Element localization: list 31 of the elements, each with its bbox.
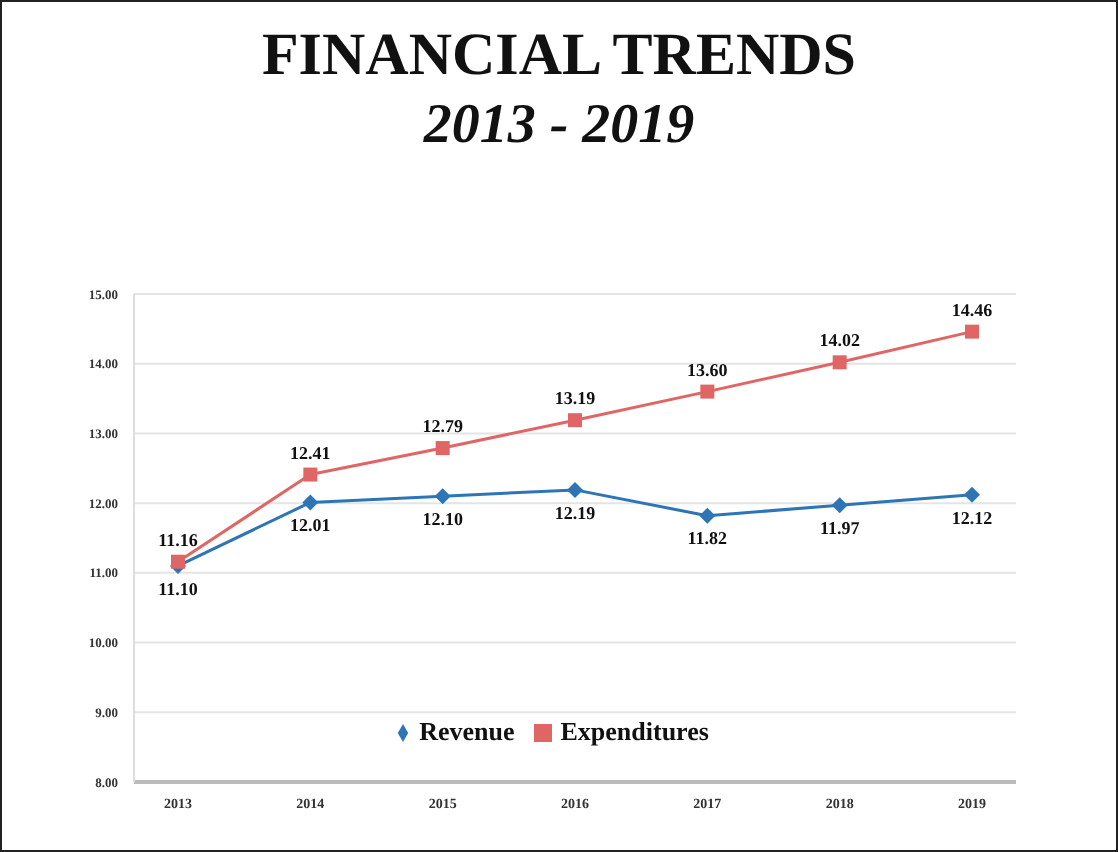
data-label: 11.97 bbox=[819, 518, 861, 539]
data-label: 13.60 bbox=[687, 359, 729, 380]
data-label: 12.19 bbox=[554, 502, 597, 523]
chart-title: FINANCIAL TRENDS bbox=[259, 22, 858, 90]
point bbox=[302, 494, 319, 511]
data-label: 14.02 bbox=[819, 330, 861, 351]
data-label: 11.10 bbox=[158, 578, 199, 599]
point bbox=[965, 324, 979, 339]
data-label: 14.46 bbox=[951, 299, 994, 320]
chart-subtitle: 2013 - 2019 bbox=[421, 94, 697, 158]
data-label: 12.79 bbox=[422, 416, 464, 437]
point bbox=[831, 497, 848, 514]
point bbox=[303, 467, 318, 482]
point bbox=[700, 384, 715, 399]
point bbox=[699, 507, 716, 524]
point bbox=[568, 413, 582, 428]
point bbox=[832, 355, 847, 370]
data-label: 13.19 bbox=[554, 388, 597, 409]
data-label: 11.16 bbox=[158, 529, 199, 550]
data-label: 12.41 bbox=[290, 442, 332, 463]
legend-label: Expenditures bbox=[560, 716, 709, 746]
point bbox=[171, 554, 185, 569]
point bbox=[567, 481, 583, 498]
point bbox=[964, 486, 980, 503]
point bbox=[434, 488, 451, 505]
point bbox=[435, 441, 450, 456]
data-label: 11.82 bbox=[687, 528, 729, 549]
data-label: 12.01 bbox=[290, 515, 332, 536]
data-label: 12.12 bbox=[951, 507, 994, 528]
legend-label: Revenue bbox=[419, 716, 515, 746]
data-label: 12.10 bbox=[422, 508, 464, 529]
